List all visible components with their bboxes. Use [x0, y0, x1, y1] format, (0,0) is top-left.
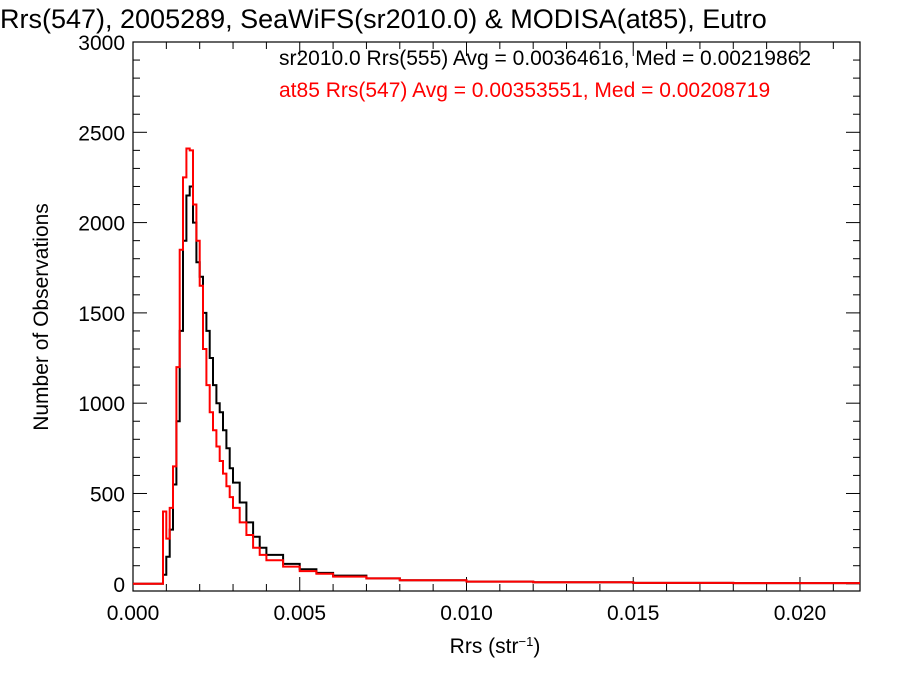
x-tick-label: 0.000: [107, 602, 160, 625]
series-at85-histogram: [133, 147, 860, 585]
y-tick-label: 500: [90, 483, 125, 506]
series-layer: [133, 147, 860, 585]
y-tick-label: 3000: [78, 32, 125, 55]
x-tick-label: 0.005: [273, 602, 326, 625]
x-axis-label: Rrs (str−1): [450, 634, 541, 659]
x-tick-label: 0.015: [607, 602, 660, 625]
y-tick-label: 1000: [78, 393, 125, 416]
plot-axes: 0.000 0.005 0.010 0.015 0.020 0 500 1000 1500 200…: [78, 32, 861, 625]
y-tick-label: 2000: [78, 213, 125, 236]
y-tick-label: 1500: [78, 303, 125, 326]
x-axis-label-main: Rrs (str: [450, 635, 519, 658]
y-tick-label: 2500: [78, 122, 125, 145]
legend-entry-at85: at85 Rrs(547) Avg = 0.00353551, Med = 0.…: [279, 79, 770, 102]
chart-title: Rrs(547), 2005289, SeaWiFS(sr2010.0) & M…: [0, 4, 767, 34]
plot-frame: [132, 41, 861, 592]
y-axis-label: Number of Observations: [30, 203, 53, 431]
x-tick-label: 0.020: [774, 602, 827, 625]
legend-entry-sr2010: sr2010.0 Rrs(555) Avg = 0.00364616, Med …: [279, 47, 811, 70]
series-sr2010-histogram: [133, 185, 860, 585]
y-tick-label: 0: [113, 574, 125, 597]
x-tick-label: 0.010: [440, 602, 493, 625]
x-axis-label-superscript: −1: [519, 634, 534, 649]
x-axis-label-close: ): [533, 635, 540, 658]
